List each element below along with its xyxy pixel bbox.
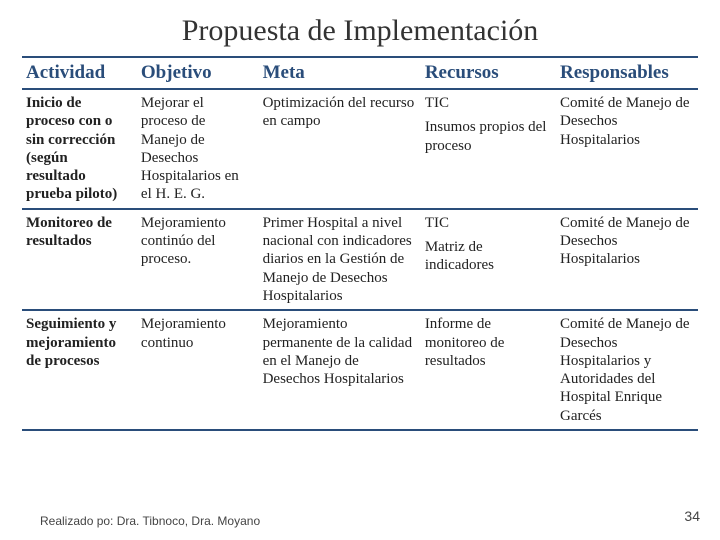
cell-objetivo: Mejoramiento continuo [137,310,259,430]
cell-responsables: Comité de Manejo de Desechos Hospitalari… [556,310,698,430]
table-row: Seguimiento y mejoramiento de procesos M… [22,310,698,430]
page-number: 34 [684,508,700,524]
table-header-row: Actividad Objetivo Meta Recursos Respons… [22,57,698,89]
col-header-responsables: Responsables [556,57,698,89]
cell-recursos-line1: TIC [425,214,550,232]
cell-meta: Primer Hospital a nivel nacional con ind… [259,209,421,310]
col-header-actividad: Actividad [22,57,137,89]
cell-responsables: Comité de Manejo de Desechos Hospitalari… [556,89,698,209]
cell-recursos: TIC Insumos propios del proceso [421,89,556,209]
cell-meta: Mejoramiento permanente de la calidad en… [259,310,421,430]
cell-objetivo: Mejorar el proceso de Manejo de Desechos… [137,89,259,209]
cell-actividad: Monitoreo de resultados [22,209,137,310]
cell-actividad: Inicio de proceso con o sin corrección (… [22,89,137,209]
cell-recursos-line2: Matriz de indicadores [425,238,550,275]
page-title: Propuesta de Implementación [22,14,698,48]
cell-meta: Optimización del recurso en campo [259,89,421,209]
cell-recursos-line1: TIC [425,94,550,112]
cell-recursos-line1: Informe de monitoreo de resultados [425,315,550,370]
cell-recursos: TIC Matriz de indicadores [421,209,556,310]
table-row: Inicio de proceso con o sin corrección (… [22,89,698,209]
col-header-recursos: Recursos [421,57,556,89]
implementation-table: Actividad Objetivo Meta Recursos Respons… [22,56,698,431]
col-header-meta: Meta [259,57,421,89]
cell-objetivo: Mejoramiento continúo del proceso. [137,209,259,310]
cell-recursos: Informe de monitoreo de resultados [421,310,556,430]
cell-responsables: Comité de Manejo de Desechos Hospitalari… [556,209,698,310]
table-row: Monitoreo de resultados Mejoramiento con… [22,209,698,310]
slide: Propuesta de Implementación Actividad Ob… [0,0,720,540]
cell-actividad: Seguimiento y mejoramiento de procesos [22,310,137,430]
footnote: Realizado po: Dra. Tibnoco, Dra. Moyano [40,514,260,528]
col-header-objetivo: Objetivo [137,57,259,89]
cell-recursos-line2: Insumos propios del proceso [425,118,550,155]
